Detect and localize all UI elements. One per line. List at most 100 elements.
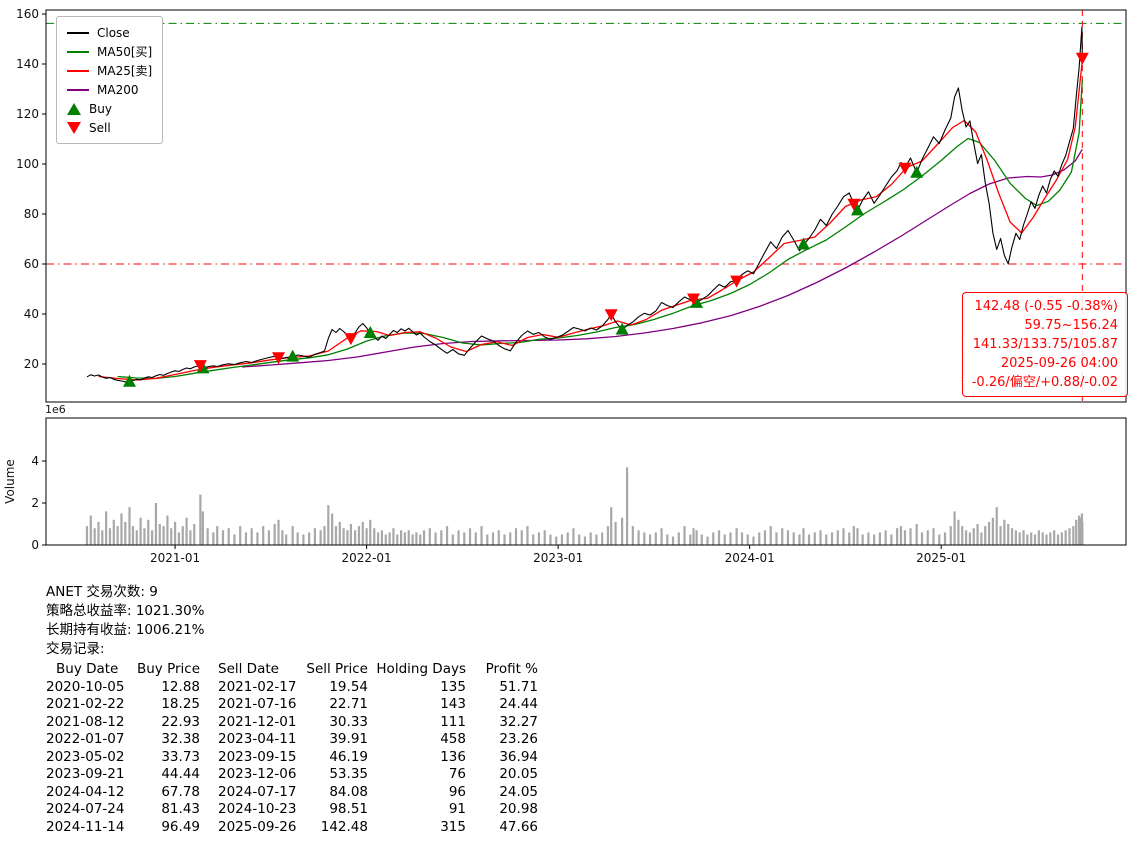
trades-cell: 51.71 [499,678,538,695]
trades-cell: 315 [440,818,466,835]
trades-cell: 67.78 [161,783,200,800]
trades-cell: 33.73 [161,748,200,765]
table-row: 2020-10-05 12.88 2021-02-17 19.54 135 51.71 [46,679,1139,697]
legend-line-swatch [67,69,89,72]
trade-log-label: 交易记录: [46,641,105,657]
trades-cell: 24.44 [499,696,538,712]
table-row: 2024-11-14 96.49 2025-09-26 142.48 315 47.66 [46,819,1139,837]
trades-cell: 20.98 [499,801,538,817]
table-row: 2023-05-02 33.73 2023-09-15 46.19 136 36.94 [46,749,1139,767]
annotation-ma-values-line: 141.33/133.75/105.87 [972,337,1118,352]
trades-cell: 44.44 [161,766,200,782]
trades-cell: 2021-02-17 [218,678,297,695]
legend-entry: Sell [67,118,152,137]
legend-label: MA50[买] [97,45,153,59]
trades-cell: 2021-12-01 [218,713,297,730]
legend-entry: Close [67,23,152,42]
trades-header-cell: Sell Date [218,661,279,677]
legend-entry: Buy [67,99,152,118]
volume-bars [85,467,1084,545]
table-row: 2021-02-22 18.25 2021-07-16 22.71 143 24.44 [46,696,1139,714]
trades-cell: 143 [440,696,466,712]
x-tick-label: 2024-01 [725,551,775,565]
trades-cell: 96.49 [161,818,200,835]
buy-marker-icon [67,102,81,115]
trades-cell: 2023-04-11 [218,731,297,747]
sell-marker-icon [604,309,618,322]
trades-cell: 135 [440,678,466,695]
annotation-indicator-line: -0.26/偏空/+0.88/-0.02 [971,375,1118,390]
trades-cell: 84.08 [329,783,368,800]
trade-count-line: ANET 交易次数: 9 [46,584,158,600]
sell-marker-icon [344,333,358,346]
price-tick-label: 60 [24,257,39,271]
price-tick-label: 140 [16,57,39,71]
stock-chart-figure: 20 40 60 80 100 120 140 160 0 2 4 2021-01 2022-01 202… [3,7,1128,565]
trades-cell: 22.93 [161,713,200,730]
legend-line-swatch [67,50,89,53]
buy-marker-icon [363,326,377,339]
trades-cell: 98.51 [329,801,368,817]
buyhold-return-line: 长期持有收益: 1006.21% [46,622,205,638]
trades-cell: 76 [448,766,466,782]
legend-line-swatch [67,88,89,91]
trades-cell: 22.71 [329,696,368,712]
trades-header-cell: Holding Days [376,661,466,677]
annotation-price-line: 142.48 (-0.55 -0.38%) [974,299,1118,314]
buy-marker-icon [286,349,300,362]
buy-marker-icon [850,203,864,216]
trades-cell: 2021-02-22 [46,696,125,712]
trades-cell: 91 [448,801,466,817]
volume-tick-label: 4 [31,454,39,468]
price-tick-label: 40 [24,307,39,321]
trades-cell: 32.27 [499,713,538,730]
trades-cell: 12.88 [161,678,200,695]
sell-marker-icon [847,198,861,211]
trades-cell: 2021-07-16 [218,696,297,712]
sell-marker-icon [1075,52,1089,65]
x-tick-label: 2022-01 [342,551,392,565]
price-tick-label: 80 [24,207,39,221]
trades-cell: 2025-09-26 [218,818,297,835]
trades-cell: 458 [440,731,466,747]
volume-offset-label: 1e6 [45,403,66,416]
trades-cell: 81.43 [161,801,200,817]
price-panel-border [45,9,1127,403]
trades-cell: 23.26 [499,731,538,747]
volume-tick-label: 2 [31,496,39,510]
trades-cell: 2024-11-14 [46,818,125,835]
quote-annotation: 142.48 (-0.55 -0.38%) 59.75~156.24 141.3… [961,292,1128,397]
trades-header-cell: Buy Date [56,661,119,677]
price-tick-label: 160 [16,7,39,21]
volume-axis-title: Volume [3,459,17,504]
legend-label: Buy [89,101,112,116]
table-row: 2022-01-07 32.38 2023-04-11 39.91 458 23.26 [46,731,1139,749]
buy-marker-icon [796,237,810,250]
legend-entry: MA50[买] [67,42,152,61]
trades-cell: 24.05 [499,783,538,800]
legend-label: MA200 [97,82,139,97]
price-tick-label: 120 [16,107,39,121]
trades-table: Buy Date Buy Price Sell Date Sell Price Hold… [46,661,1139,836]
trades-cell: 47.66 [499,818,538,835]
trades-cell: 2024-07-17 [218,783,297,800]
annotation-range-line: 59.75~156.24 [1024,318,1118,333]
legend-entry: MA25[卖] [67,61,152,80]
chart-legend: Close MA50[买] MA25[卖] MA200 Buy Sell [56,16,164,144]
volume-panel-border [45,417,1127,546]
trades-cell: 2023-12-06 [218,766,297,782]
sell-marker-icon [67,121,81,134]
trades-cell: 32.38 [161,731,200,747]
table-row: 2024-07-24 81.43 2024-10-23 98.51 91 20.98 [46,801,1139,819]
legend-line-swatch [67,31,89,34]
trades-cell: 53.35 [329,766,368,782]
trades-cell: 2022-01-07 [46,731,125,747]
trades-cell: 2023-09-21 [46,766,125,782]
trades-cell: 2020-10-05 [46,678,125,695]
price-volume-chart: 20 40 60 80 100 120 140 160 0 2 4 2021-01 2022-01 202… [3,7,1127,565]
sell-marker-icon [193,360,207,373]
trades-cell: 2023-05-02 [46,748,125,765]
trades-cell: 39.91 [329,731,368,747]
table-row: 2021-08-12 22.93 2021-12-01 30.33 111 32.27 [46,714,1139,732]
trades-cell: 2024-07-24 [46,801,125,817]
